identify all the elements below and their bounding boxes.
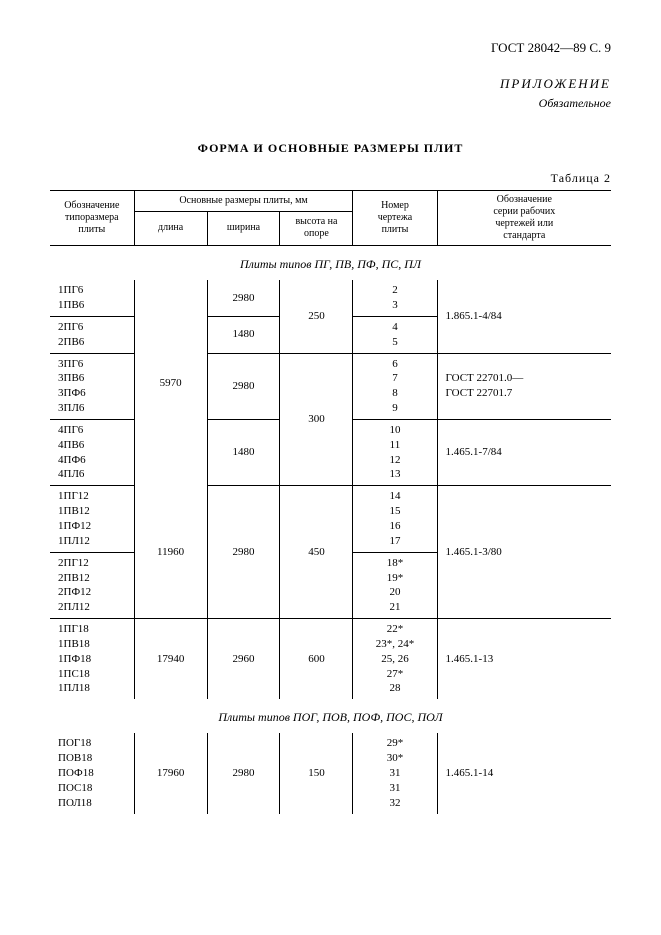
cell-width: 1480 [207,419,280,485]
cell-names: 1ПГ18 1ПВ18 1ПФ18 1ПС18 1ПЛ18 [50,619,134,700]
cell-length: 5970 [134,280,207,486]
cell-width: 2980 [207,280,280,316]
cell-width: 2980 [207,486,280,619]
cell-names: 1ПГ12 1ПВ12 1ПФ12 1ПЛ12 [50,486,134,552]
cell-names: 4ПГ6 4ПВ6 4ПФ6 4ПЛ6 [50,419,134,485]
col-height: высота на опоре [280,211,353,245]
table-row: 1ПГ6 1ПВ6 5970 2980 250 2 3 1.865.1-4/84 [50,280,611,316]
cell-names: 3ПГ6 3ПВ6 3ПФ6 3ПЛ6 [50,353,134,419]
cell-nums: 10 11 12 13 [353,419,437,485]
page-title: ФОРМА И ОСНОВНЫЕ РАЗМЕРЫ ПЛИТ [50,141,611,156]
section-2-title: Плиты типов ПОГ, ПОВ, ПОФ, ПОС, ПОЛ [50,699,611,733]
cell-nums: 18* 19* 20 21 [353,552,437,618]
table-row: ПОГ18 ПОВ18 ПОФ18 ПОС18 ПОЛ18 17960 2980… [50,733,611,813]
cell-std: ГОСТ 22701.0— ГОСТ 22701.7 [437,353,611,419]
cell-nums: 29* 30* 31 31 32 [353,733,437,813]
cell-nums: 14 15 16 17 [353,486,437,552]
cell-nums: 4 5 [353,316,437,353]
document-id: ГОСТ 28042—89 С. 9 [50,40,611,56]
cell-std: 1.465.1-3/80 [437,486,611,619]
col-group-dims: Основные размеры плиты, мм [134,191,353,212]
cell-height: 250 [280,280,353,353]
cell-width: 2960 [207,619,280,700]
cell-names: ПОГ18 ПОВ18 ПОФ18 ПОС18 ПОЛ18 [50,733,134,813]
col-typesize: Обозначение типоразмера плиты [50,191,134,246]
col-drawing-num: Номер чертежа плиты [353,191,437,246]
cell-length: 17940 [134,619,207,700]
cell-height: 450 [280,486,353,619]
cell-nums: 2 3 [353,280,437,316]
cell-height: 150 [280,733,353,813]
cell-width: 1480 [207,316,280,353]
table-caption: Таблица 2 [50,171,611,186]
cell-std: 1.465.1-14 [437,733,611,813]
cell-names: 2ПГ12 2ПВ12 2ПФ12 2ПЛ12 [50,552,134,618]
cell-width: 2980 [207,353,280,419]
dimensions-table: Обозначение типоразмера плиты Основные р… [50,190,611,814]
col-standard: Обозначение серии рабочих чертежей или с… [437,191,611,246]
cell-names: 2ПГ6 2ПВ6 [50,316,134,353]
cell-nums: 6 7 8 9 [353,353,437,419]
cell-length: 11960 [134,486,207,619]
cell-height: 300 [280,353,353,486]
col-width: ширина [207,211,280,245]
cell-height: 600 [280,619,353,700]
cell-names: 1ПГ6 1ПВ6 [50,280,134,316]
cell-nums: 22* 23*, 24* 25, 26 27* 28 [353,619,437,700]
appendix-label: ПРИЛОЖЕНИЕ [50,76,611,92]
cell-std: 1.465.1-7/84 [437,419,611,485]
cell-std: 1.465.1-13 [437,619,611,700]
obligatory-label: Обязательное [50,96,611,111]
cell-std: 1.865.1-4/84 [437,280,611,353]
col-length: длина [134,211,207,245]
cell-width: 2980 [207,733,280,813]
cell-length: 17960 [134,733,207,813]
table-row: 1ПГ18 1ПВ18 1ПФ18 1ПС18 1ПЛ18 17940 2960… [50,619,611,700]
table-row: 1ПГ12 1ПВ12 1ПФ12 1ПЛ12 11960 2980 450 1… [50,486,611,552]
section-1-title: Плиты типов ПГ, ПВ, ПФ, ПС, ПЛ [50,246,611,281]
